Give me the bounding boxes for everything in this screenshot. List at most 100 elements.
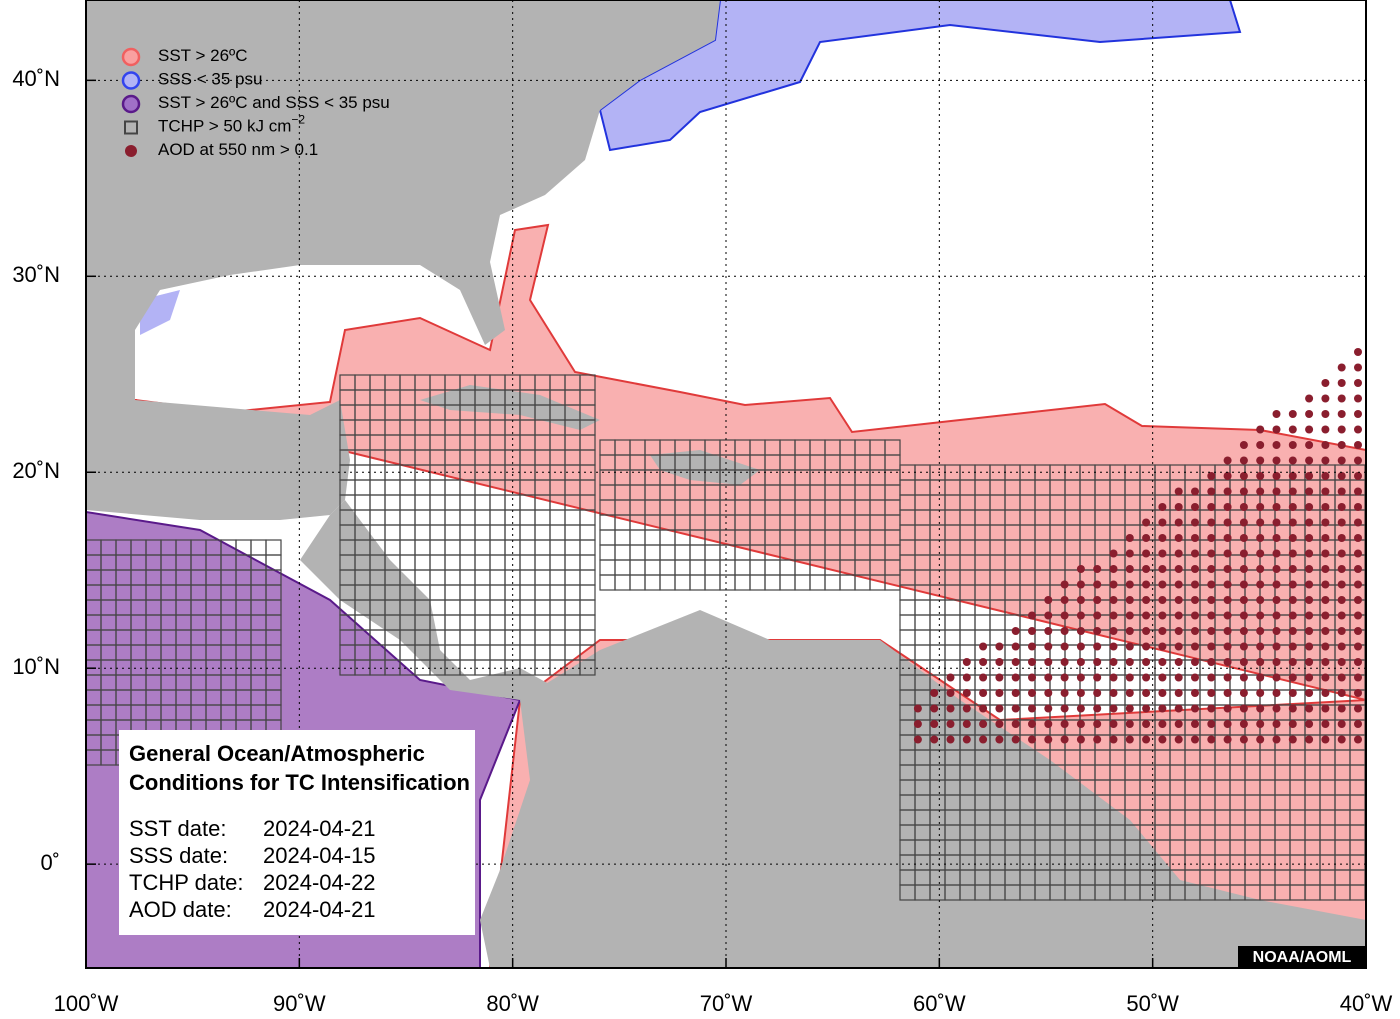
- aod-dot: [1223, 689, 1232, 697]
- aod-dot: [1288, 720, 1297, 728]
- aod-dot: [1125, 549, 1134, 558]
- aod-dot: [1223, 487, 1232, 496]
- aod-dot: [1256, 658, 1265, 666]
- aod-dot: [1239, 503, 1248, 511]
- aod-dot: [1109, 642, 1118, 651]
- legend-superscript: −2: [291, 113, 305, 127]
- aod-dot: [1272, 503, 1281, 511]
- aod-dot: [1256, 441, 1265, 449]
- aod-dot: [1272, 472, 1281, 480]
- aod-dot: [1256, 689, 1265, 697]
- aod-dot: [1321, 487, 1330, 496]
- aod-dot: [1060, 627, 1069, 635]
- aod-dot: [1305, 425, 1314, 434]
- aod-dot: [1174, 627, 1183, 635]
- aod-dot: [1011, 689, 1020, 697]
- aod-dot: [1125, 565, 1134, 573]
- aod-dot: [1337, 735, 1346, 744]
- aod-dot: [1288, 642, 1297, 651]
- aod-dot: [1337, 704, 1346, 713]
- aod-dot: [1060, 704, 1069, 713]
- aod-dot: [1305, 503, 1314, 511]
- aod-dot: [1272, 658, 1281, 666]
- aod-dot: [1174, 658, 1183, 666]
- aod-dot: [1272, 487, 1281, 496]
- aod-dot: [1272, 642, 1281, 651]
- land: [86, 0, 720, 520]
- aod-dot: [1321, 425, 1330, 434]
- aod-dot: [1174, 487, 1183, 496]
- aod-dot: [1191, 611, 1199, 620]
- aod-dot: [1305, 580, 1314, 589]
- aod-dot: [1028, 720, 1036, 728]
- aod-dot: [1337, 394, 1346, 403]
- aod-dot: [1125, 704, 1134, 713]
- aod-dot: [1142, 565, 1151, 573]
- aod-dot: [1239, 565, 1248, 573]
- aod-dot: [1158, 580, 1167, 589]
- aod-dot: [1207, 673, 1216, 682]
- aod-dot: [1239, 534, 1248, 542]
- aod-dot: [1142, 580, 1151, 589]
- aod-dot: [1337, 379, 1346, 387]
- aod-dot: [1125, 658, 1134, 666]
- aod-dot: [1207, 627, 1216, 635]
- aod-dot: [1028, 704, 1036, 713]
- aod-dot: [1174, 611, 1183, 620]
- aod-dot: [1256, 456, 1265, 465]
- aod-dot: [1223, 518, 1232, 527]
- aod-dot: [1142, 596, 1151, 604]
- aod-dot: [1354, 503, 1362, 511]
- aod-dot: [1272, 673, 1281, 682]
- land: [480, 610, 1366, 968]
- aod-dot: [1321, 472, 1330, 480]
- aod-dot: [1060, 689, 1069, 697]
- aod-dot: [1174, 720, 1183, 728]
- aod-dot: [1109, 565, 1118, 573]
- aod-dot: [1256, 518, 1265, 527]
- aod-dot: [1337, 472, 1346, 480]
- date-value: 2024-04-15: [263, 843, 376, 868]
- aod-dot: [1207, 611, 1216, 620]
- aod-dot: [1174, 534, 1183, 542]
- aod-dot: [1321, 518, 1330, 527]
- aod-dot: [1142, 735, 1151, 744]
- aod-dot: [1076, 642, 1085, 651]
- aod-dot: [1239, 720, 1248, 728]
- aod-dot: [1337, 487, 1346, 496]
- aod-dot: [1076, 720, 1085, 728]
- aod-dot: [1207, 704, 1216, 713]
- aod-dot: [1093, 689, 1102, 697]
- aod-dot: [1288, 472, 1297, 480]
- aod-dot: [1158, 534, 1167, 542]
- aod-dot: [1028, 611, 1036, 620]
- aod-dot: [1272, 518, 1281, 527]
- aod-dot: [1223, 642, 1232, 651]
- aod-dot: [1223, 596, 1232, 604]
- legend-symbol: [121, 71, 141, 90]
- aod-dot: [1093, 580, 1102, 589]
- aod-dot: [1093, 611, 1102, 620]
- aod-dot: [1321, 642, 1330, 651]
- aod-dot: [1305, 673, 1314, 682]
- aod-dot: [1272, 596, 1281, 604]
- aod-dot: [1028, 735, 1036, 744]
- legend-text: TCHP > 50 kJ cm: [158, 117, 291, 136]
- aod-dot: [1093, 642, 1102, 651]
- aod-dot: [1305, 394, 1314, 403]
- aod-dot: [1256, 673, 1265, 682]
- aod-dot: [1239, 642, 1248, 651]
- legend-symbol: [121, 94, 141, 114]
- aod-dot: [1305, 441, 1314, 449]
- aod-dot: [946, 689, 955, 697]
- aod-dot: [1256, 735, 1265, 744]
- aod-dot: [995, 720, 1004, 728]
- aod-dot: [1028, 658, 1036, 666]
- aod-dot: [1288, 596, 1297, 604]
- legend-symbol: [121, 47, 141, 67]
- x-tick-label: 80˚W: [486, 991, 539, 1016]
- aod-dot: [1174, 735, 1183, 744]
- aod-dot: [1028, 642, 1036, 651]
- aod-dot: [1256, 704, 1265, 713]
- aod-dot: [995, 673, 1004, 682]
